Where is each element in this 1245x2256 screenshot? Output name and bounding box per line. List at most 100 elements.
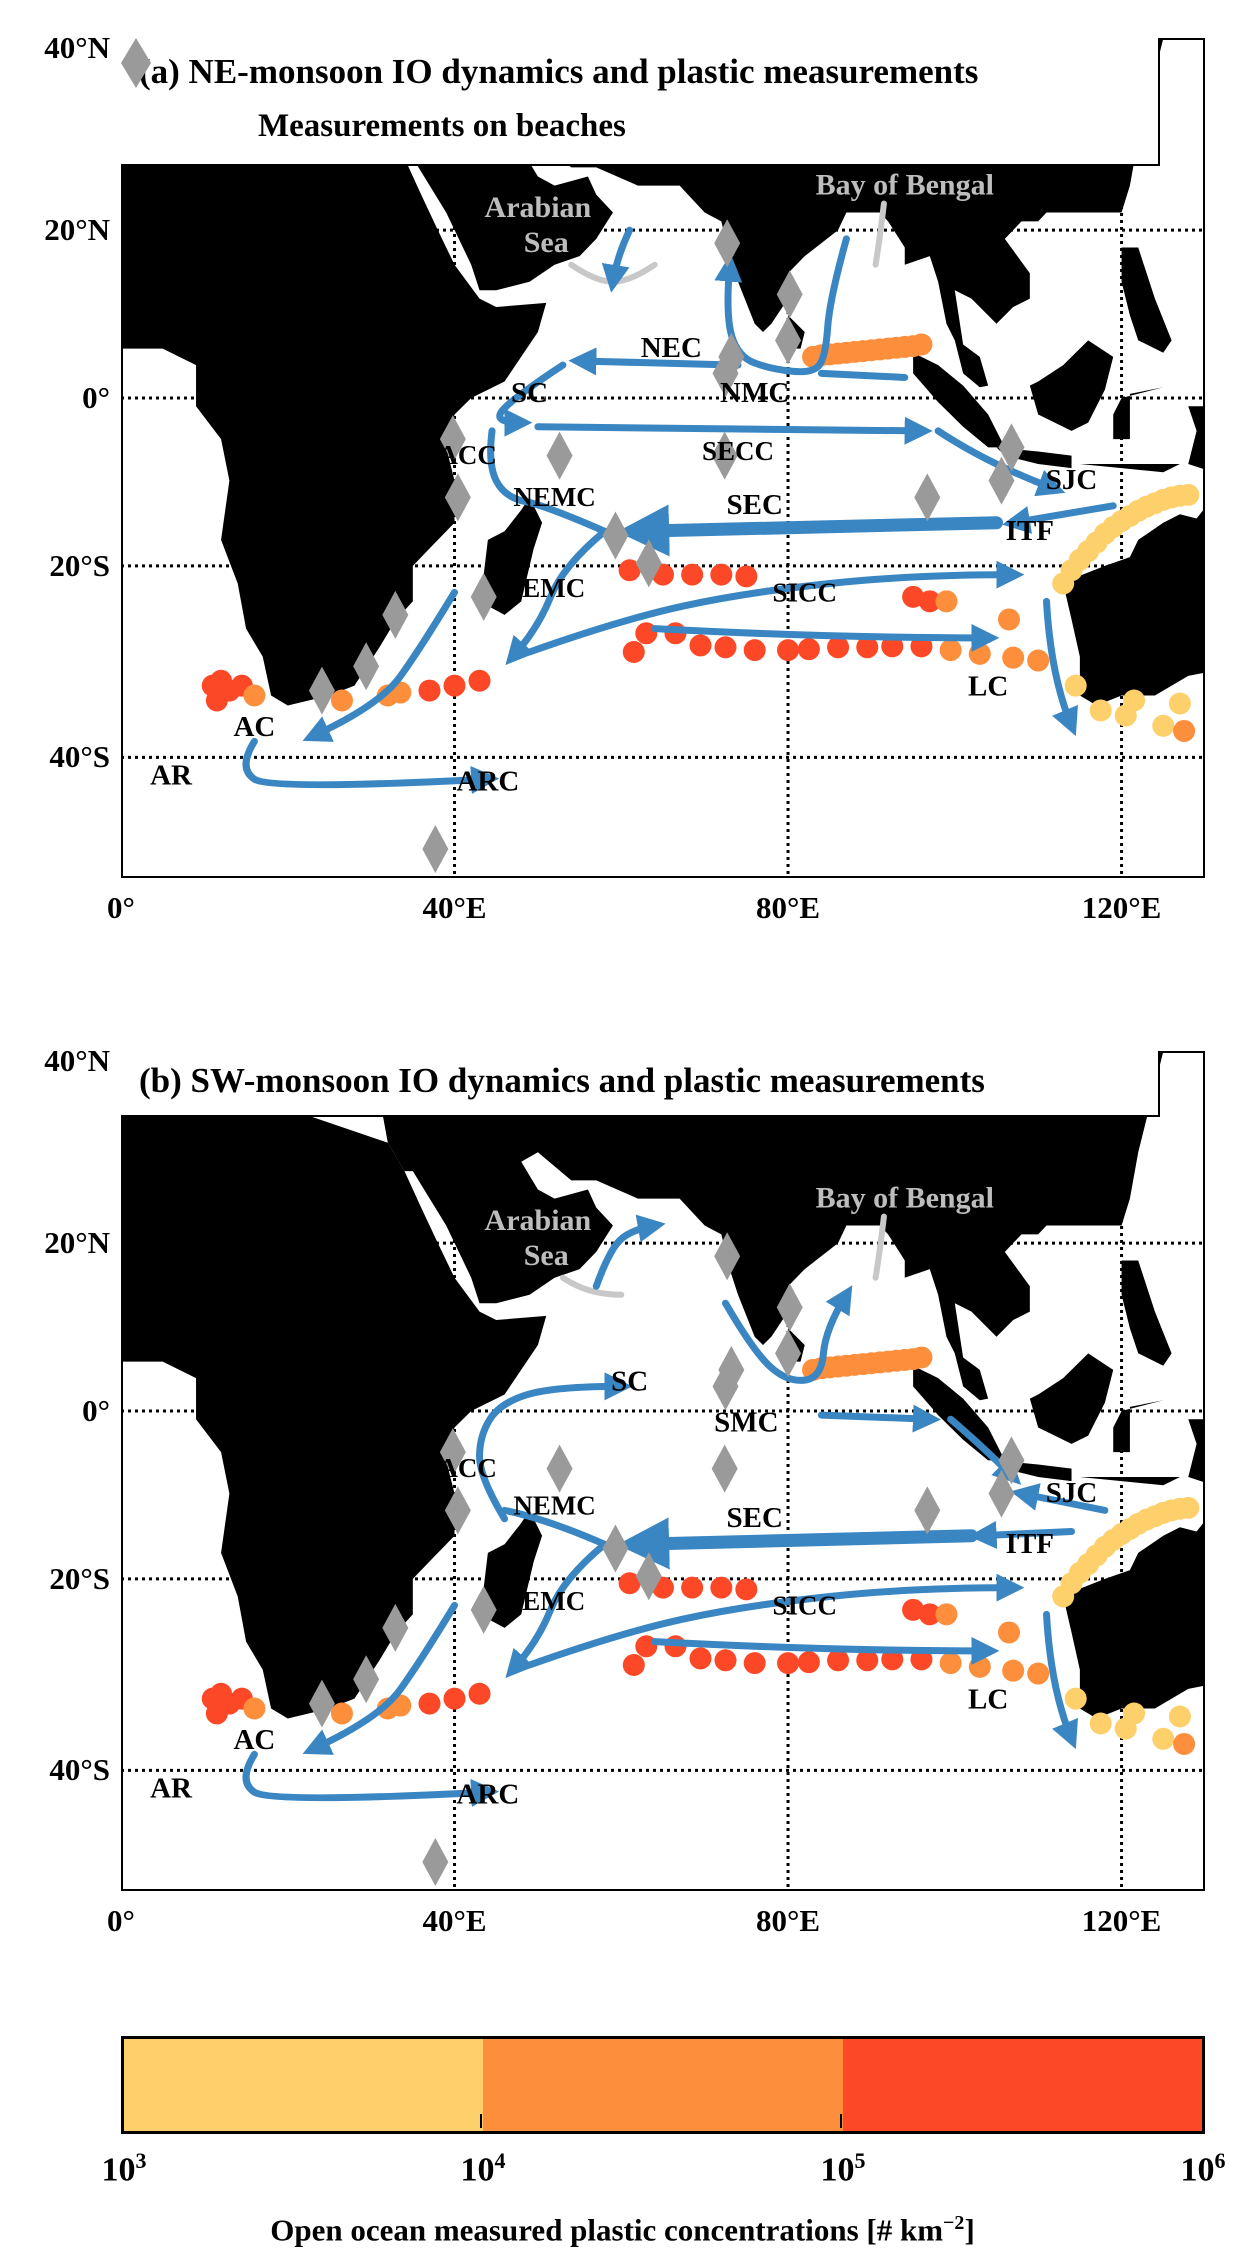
- ocean-measurement-point: [622, 1653, 645, 1676]
- region-label: Sea: [524, 1239, 569, 1272]
- beach-measurement-diamond: [775, 316, 802, 365]
- colorbar-label: Open ocean measured plastic concentratio…: [270, 2212, 975, 2248]
- current-label: SEMC: [507, 573, 585, 603]
- ocean-measurement-point: [827, 1649, 850, 1672]
- current-arrow: [501, 1506, 609, 1548]
- current-label: ITF: [1006, 515, 1054, 547]
- ocean-measurement-point: [714, 636, 737, 659]
- colorbar: [121, 2036, 1205, 2134]
- legend-box: (b) SW-monsoon IO dynamics and plastic m…: [121, 1051, 1160, 1117]
- lat-tick-label: 0°: [82, 380, 110, 415]
- beach-measurement-diamond: [444, 1486, 471, 1535]
- beach-measurement-diamond: [711, 1444, 738, 1493]
- current-arrow: [302, 1601, 459, 1755]
- beach-measurement-diamond: [776, 270, 803, 319]
- current-arrow: [505, 1540, 609, 1679]
- ocean-measurement-point: [689, 1647, 712, 1670]
- ocean-measurement-point: [710, 1576, 733, 1599]
- ocean-measurement-point: [243, 1697, 266, 1720]
- lat-tick-label: 20°S: [49, 1560, 110, 1596]
- current-label: AR: [150, 1773, 193, 1805]
- current-arrow: [476, 1372, 633, 1523]
- ocean-measurement-point: [710, 563, 733, 586]
- beach-measurement-diamond: [470, 1585, 497, 1634]
- beach-measurement-diamond: [308, 1679, 335, 1728]
- beach-measurement-diamond: [382, 1603, 409, 1652]
- ocean-measurement-point: [743, 1652, 766, 1675]
- land-mass: [121, 38, 547, 706]
- current-label: ITF: [1006, 1528, 1054, 1560]
- ocean-measurement-point: [881, 1648, 904, 1671]
- ocean-measurement-point: [997, 608, 1020, 631]
- current-arrow: [617, 504, 1003, 557]
- current-arrow: [534, 416, 933, 445]
- colorbar-tick: [480, 2114, 482, 2128]
- land-mass: [1113, 1400, 1164, 1453]
- beach-measurement-diamond: [308, 666, 335, 715]
- beach-measurement-diamond: [439, 415, 466, 464]
- beach-measurement-diamond: [711, 431, 738, 480]
- current-arrow: [651, 1636, 1000, 1665]
- beach-measurement-diamond: [914, 1486, 941, 1535]
- beach-measurement-diamond: [422, 824, 449, 873]
- ocean-measurement-point: [939, 1652, 962, 1675]
- ocean-measurement-point: [468, 1682, 491, 1705]
- beach-measurement-diamond: [382, 590, 409, 639]
- panel-a-map: Arabian Sea Bay of Bengal NEC SC NMC SECC SJC IT…: [44, 30, 1205, 925]
- land-mass: [1113, 387, 1164, 440]
- current-arrow: [601, 226, 634, 293]
- current-arrow: [817, 1404, 941, 1433]
- beach-measurement-diamond: [714, 219, 741, 268]
- ocean-measurement-point: [777, 1652, 800, 1675]
- lat-tick-label: 20°N: [44, 212, 110, 248]
- ocean-measurement-point: [1002, 646, 1025, 669]
- current-arrow: [496, 361, 567, 437]
- ocean-measurement-point: [797, 638, 820, 661]
- colorbar-tick: [840, 2114, 842, 2128]
- land-mass: [1121, 1260, 1172, 1366]
- ocean-measurement-point: [1168, 1705, 1191, 1728]
- ocean-measurement-point: [1064, 1687, 1087, 1710]
- lon-tick-label: 40°E: [422, 1903, 487, 1938]
- ocean-measurement-point: [681, 563, 704, 586]
- current-arrow: [1043, 1610, 1078, 1750]
- ocean-measurement-point: [1089, 699, 1112, 722]
- beach-measurement-diamond: [602, 1524, 629, 1573]
- ocean-measurement-point: [1173, 1732, 1196, 1755]
- land-mass: [1079, 463, 1180, 473]
- ocean-measurement-point: [910, 333, 933, 356]
- beach-measurement-diamond: [439, 1428, 466, 1477]
- beach-measurement-diamond: [635, 539, 662, 588]
- ocean-measurement-point: [330, 1702, 353, 1725]
- ocean-measurement-point: [1089, 1712, 1112, 1735]
- ocean-measurement-point: [918, 590, 941, 613]
- land-mass: [1029, 1353, 1114, 1444]
- lon-tick-label: 0°: [107, 890, 135, 925]
- colorbar-bin-mid: [483, 2039, 843, 2131]
- current-label: SC: [511, 377, 548, 409]
- ocean-measurement-point: [1002, 1659, 1025, 1682]
- land-mass: [1029, 340, 1114, 431]
- ocean-measurement-point: [918, 1603, 941, 1626]
- current-arrow: [526, 560, 1025, 656]
- beach-measurement-diamond: [988, 456, 1015, 505]
- beach-measurement-diamond: [998, 423, 1025, 472]
- beach-measurement-diamond: [546, 431, 573, 480]
- lon-tick-label: 80°E: [755, 890, 821, 925]
- current-arrow: [1010, 1483, 1109, 1514]
- colorbar-tick-label: 104: [460, 2148, 506, 2189]
- grey-current-line: [872, 1213, 887, 1281]
- region-label: Bay of Bengal: [816, 169, 994, 202]
- current-label: SICC: [772, 1590, 837, 1620]
- ocean-measurement-point: [689, 634, 712, 657]
- current-arrow: [242, 1750, 500, 1807]
- beach-measurement-diamond: [470, 572, 497, 621]
- ocean-measurement-point: [714, 1649, 737, 1672]
- ocean-measurement-point: [856, 1649, 879, 1672]
- region-label: Sea: [524, 226, 569, 259]
- beach-measurement-diamond: [546, 1444, 573, 1493]
